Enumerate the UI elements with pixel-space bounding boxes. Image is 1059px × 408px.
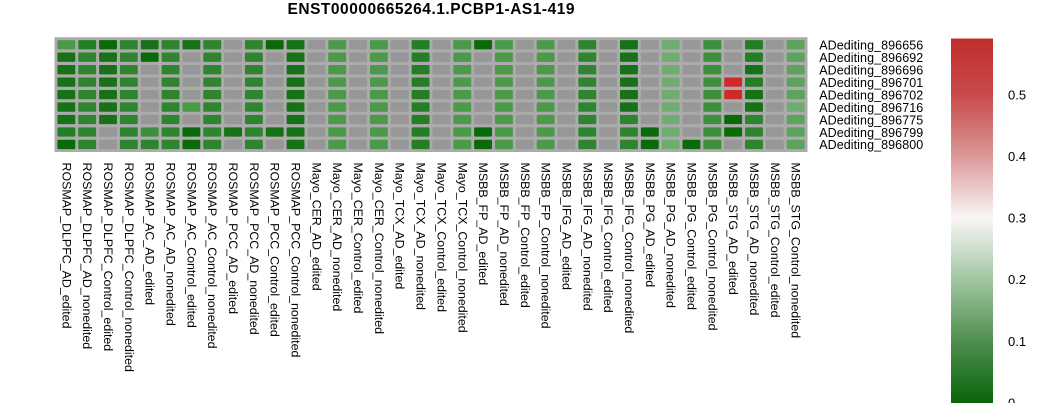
svg-text:MSBB_FP_AD_edited: MSBB_FP_AD_edited [476,163,490,286]
svg-text:ADediting_896702: ADediting_896702 [819,88,923,102]
svg-text:ROSMAP_PCC_AD_edited: ROSMAP_PCC_AD_edited [226,163,240,315]
svg-text:Mayo_TCX_Control_nonedited: Mayo_TCX_Control_nonedited [455,163,469,333]
svg-text:MSBB_IFG_AD_edited: MSBB_IFG_AD_edited [559,163,573,291]
svg-text:MSBB_IFG_Control_edited: MSBB_IFG_Control_edited [601,163,615,313]
svg-text:0: 0 [1008,395,1015,403]
svg-text:ROSMAP_DLPFC_Control_edited: ROSMAP_DLPFC_Control_edited [101,163,115,352]
svg-text:MSBB_PG_AD_nonedited: MSBB_PG_AD_nonedited [664,163,678,308]
svg-text:MSBB_PG_Control_edited: MSBB_PG_Control_edited [684,163,698,311]
svg-text:ROSMAP_AC_AD_nonedited: ROSMAP_AC_AD_nonedited [164,163,178,326]
svg-text:Mayo_CER_Control_edited: Mayo_CER_Control_edited [351,163,365,314]
svg-text:ADediting_896716: ADediting_896716 [819,101,923,115]
svg-text:0.1: 0.1 [1008,334,1026,349]
svg-text:ADediting_896692: ADediting_896692 [819,51,923,65]
svg-text:MSBB_STG_AD_edited: MSBB_STG_AD_edited [726,163,740,295]
svg-text:MSBB_FP_Control_nonedited: MSBB_FP_Control_nonedited [539,163,553,329]
svg-text:0.5: 0.5 [1008,87,1026,102]
svg-text:Mayo_TCX_AD_nonedited: Mayo_TCX_AD_nonedited [414,163,428,311]
svg-text:ENST00000665264.1.PCBP1-AS1-41: ENST00000665264.1.PCBP1-AS1-419 [288,1,575,18]
svg-text:MSBB_PG_AD_edited: MSBB_PG_AD_edited [643,163,657,288]
svg-text:ROSMAP_DLPFC_AD_edited: ROSMAP_DLPFC_AD_edited [59,163,73,329]
svg-text:ADediting_896800: ADediting_896800 [819,138,923,152]
svg-text:ADediting_896701: ADediting_896701 [819,76,923,90]
svg-text:MSBB_PG_Control_nonedited: MSBB_PG_Control_nonedited [705,163,719,331]
svg-text:ADediting_896775: ADediting_896775 [819,113,923,127]
svg-text:ROSMAP_PCC_Control_nonedited: ROSMAP_PCC_Control_nonedited [289,163,303,358]
svg-text:Mayo_CER_AD_edited: Mayo_CER_AD_edited [309,163,323,291]
svg-text:Mayo_CER_Control_nonedited: Mayo_CER_Control_nonedited [372,163,386,335]
svg-text:ROSMAP_PCC_Control_edited: ROSMAP_PCC_Control_edited [268,163,282,337]
svg-text:MSBB_FP_Control_edited: MSBB_FP_Control_edited [518,163,532,308]
svg-text:ADediting_896696: ADediting_896696 [819,63,923,77]
svg-text:ROSMAP_AC_Control_nonedited: ROSMAP_AC_Control_nonedited [205,163,219,349]
svg-text:MSBB_IFG_Control_nonedited: MSBB_IFG_Control_nonedited [622,163,636,334]
svg-text:ADediting_896656: ADediting_896656 [819,39,923,53]
svg-text:MSBB_STG_AD_nonedited: MSBB_STG_AD_nonedited [747,163,761,316]
svg-text:ROSMAP_PCC_AD_nonedited: ROSMAP_PCC_AD_nonedited [247,163,261,335]
svg-text:ROSMAP_AC_Control_edited: ROSMAP_AC_Control_edited [184,163,198,328]
svg-text:0.4: 0.4 [1008,149,1026,164]
svg-text:ROSMAP_AC_AD_edited: ROSMAP_AC_AD_edited [143,163,157,306]
svg-text:MSBB_STG_Control_nonedited: MSBB_STG_Control_nonedited [789,163,803,339]
svg-text:ROSMAP_DLPFC_AD_nonedited: ROSMAP_DLPFC_AD_nonedited [80,163,94,350]
svg-text:Mayo_TCX_Control_edited: Mayo_TCX_Control_edited [434,163,448,313]
svg-text:Mayo_CER_AD_nonedited: Mayo_CER_AD_nonedited [330,163,344,312]
svg-text:MSBB_IFG_AD_nonedited: MSBB_IFG_AD_nonedited [580,163,594,311]
svg-text:MSBB_FP_AD_nonedited: MSBB_FP_AD_nonedited [497,163,511,306]
svg-text:Mayo_TCX_AD_edited: Mayo_TCX_AD_edited [393,163,407,290]
svg-text:ADediting_896799: ADediting_896799 [819,126,923,140]
svg-text:MSBB_STG_Control_edited: MSBB_STG_Control_edited [768,163,782,318]
svg-text:0.3: 0.3 [1008,211,1026,226]
svg-text:0.2: 0.2 [1008,272,1026,287]
svg-text:ROSMAP_DLPFC_Control_nonedited: ROSMAP_DLPFC_Control_nonedited [122,163,136,372]
